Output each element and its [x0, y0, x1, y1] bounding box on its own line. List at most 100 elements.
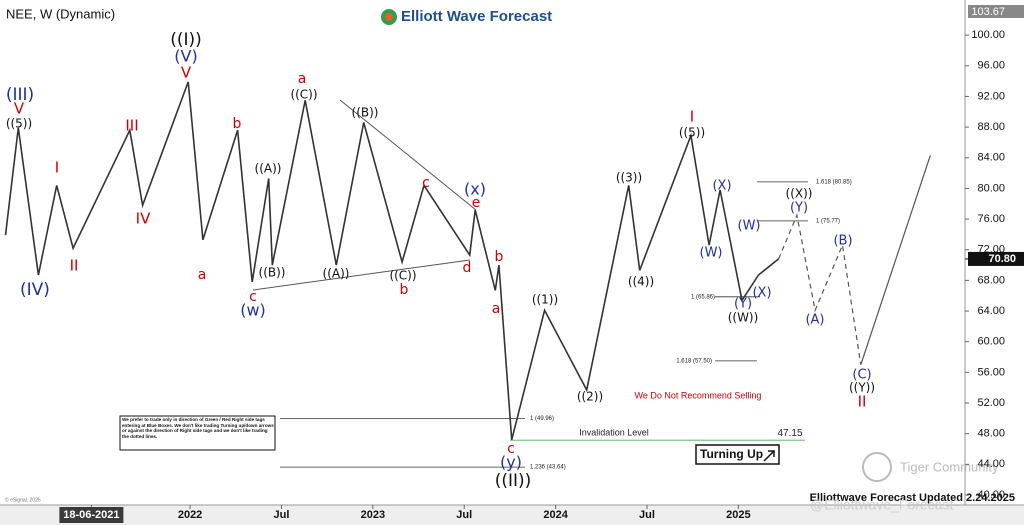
- wave-label: a: [492, 301, 501, 317]
- wave-label: c: [422, 175, 430, 191]
- y-tick-label: 68.00: [977, 274, 1005, 286]
- wave-label: (X): [712, 179, 731, 194]
- y-tick-label: 80.00: [977, 182, 1005, 194]
- wave-label: (X): [752, 286, 771, 301]
- wave-label: (V): [174, 47, 197, 66]
- y-tick-label: 100.00: [971, 29, 1005, 41]
- x-tick-label: 18-06-2021: [63, 509, 119, 521]
- level-value: 47.15: [777, 428, 802, 439]
- wave-label: (W): [738, 219, 761, 234]
- y-tick-label: 84.00: [977, 152, 1005, 164]
- wave-label: b: [233, 116, 242, 132]
- wave-label: II: [70, 257, 79, 275]
- footer: Elliottwave Forecast Updated 2.24.2025: [810, 492, 1015, 504]
- watermark-icon: [862, 452, 892, 482]
- wave-label: ((C)): [290, 88, 317, 102]
- level-label: 1 (49.96): [530, 416, 554, 422]
- wave-label: (A): [805, 313, 824, 328]
- y-tick-label: 92.00: [977, 90, 1005, 102]
- axis-top-box: [968, 5, 1024, 18]
- level-label: 1.236 (43.64): [530, 465, 566, 471]
- wave-label: ((B)): [259, 266, 286, 280]
- wave-label: V: [14, 100, 25, 118]
- wave-label: b: [495, 249, 504, 265]
- wave-label: (B): [833, 234, 852, 249]
- price-line: [4, 81, 780, 440]
- wave-label: V: [181, 64, 192, 82]
- level-label: 1 (75.77): [816, 218, 840, 224]
- axis-top-label: 103.67: [971, 6, 1005, 18]
- wave-label: I: [690, 108, 694, 126]
- wave-label: ((B)): [352, 106, 379, 120]
- wave-label: d: [463, 260, 472, 276]
- wave-label: ((1)): [532, 293, 558, 307]
- wave-label: ((3)): [616, 171, 642, 185]
- disclaimer-wrap: We prefer to trade only in direction of …: [122, 417, 274, 439]
- price-line: [860, 155, 931, 365]
- y-tick-label: 40.00: [977, 489, 1005, 501]
- x-axis-strip: [0, 505, 1024, 525]
- price-line: [778, 213, 862, 365]
- triangle-line: [252, 259, 471, 291]
- wave-label: I: [55, 159, 59, 177]
- x-tick-label: Jul: [456, 509, 472, 521]
- wave-label: (C): [852, 368, 871, 383]
- disclaimer-box: [119, 415, 276, 451]
- y-tick-label: 56.00: [977, 366, 1005, 378]
- x-tick-label: 2023: [361, 509, 385, 521]
- disclaimer: We prefer to trade only in direction of …: [122, 417, 274, 439]
- wave-label: c: [249, 289, 257, 305]
- wave-label: e: [472, 195, 481, 211]
- wave-label: ((X)): [786, 187, 813, 201]
- copyright: © eSignal, 2025: [5, 496, 41, 503]
- wave-label: ((Y)): [849, 381, 875, 395]
- wave-label: (x): [464, 180, 486, 199]
- wave-label: ((A)): [323, 267, 350, 281]
- wave-label: (III): [6, 85, 34, 105]
- x-tick-label: 2022: [178, 509, 202, 521]
- handle: @Elliottwave_Forecast: [810, 497, 953, 513]
- wave-label: III: [125, 117, 138, 135]
- y-tick-label: 60.00: [977, 336, 1005, 348]
- wave-label: (y): [500, 453, 522, 472]
- last-price-label: 70.80: [988, 253, 1016, 265]
- y-tick-label: 88.00: [977, 121, 1005, 133]
- wave-label: (W): [700, 246, 723, 261]
- level-label: 1 (65.86): [691, 294, 715, 300]
- wave-label: ((W)): [728, 311, 759, 325]
- watermark: Tiger Community: [900, 459, 999, 474]
- wave-label: ((4)): [628, 275, 654, 289]
- wave-label: (Y): [790, 201, 808, 216]
- wave-label: ((5)): [679, 126, 705, 140]
- wave-label: b: [400, 282, 409, 298]
- level-label: 1.618 (57.50): [676, 358, 712, 364]
- wave-label: ((A)): [255, 162, 282, 176]
- triangle-line: [339, 99, 477, 211]
- signal-arrow: [763, 450, 775, 462]
- wave-label: ((2)): [577, 390, 603, 404]
- y-tick-label: 48.00: [977, 428, 1005, 440]
- x-tick-label: 2024: [543, 509, 568, 521]
- level-label: 1.618 (80.85): [816, 179, 852, 185]
- signal: Turning Up: [700, 447, 763, 461]
- logo-icon-inner: [385, 13, 393, 21]
- chart-title: NEE, W (Dynamic): [6, 6, 115, 21]
- y-tick-label: 52.00: [977, 397, 1005, 409]
- wave-label: a: [298, 71, 307, 87]
- wave-label: ((I)): [170, 30, 202, 50]
- x-tick-label: Jul: [639, 509, 655, 521]
- y-tick-label: 44.00: [977, 458, 1005, 470]
- wave-label: ((5)): [6, 117, 32, 131]
- last-price-box: [968, 251, 1024, 266]
- signal-box: [695, 444, 780, 465]
- wave-label: a: [198, 267, 207, 283]
- wave-label: IV: [136, 210, 151, 228]
- wave-label: II: [858, 393, 867, 411]
- wave-label: (w): [240, 301, 266, 320]
- y-tick-label: 64.00: [977, 305, 1005, 317]
- x-cursor-box: [59, 507, 124, 523]
- wave-label: ((II)): [495, 471, 532, 491]
- level-label: Invalidation Level: [579, 428, 649, 438]
